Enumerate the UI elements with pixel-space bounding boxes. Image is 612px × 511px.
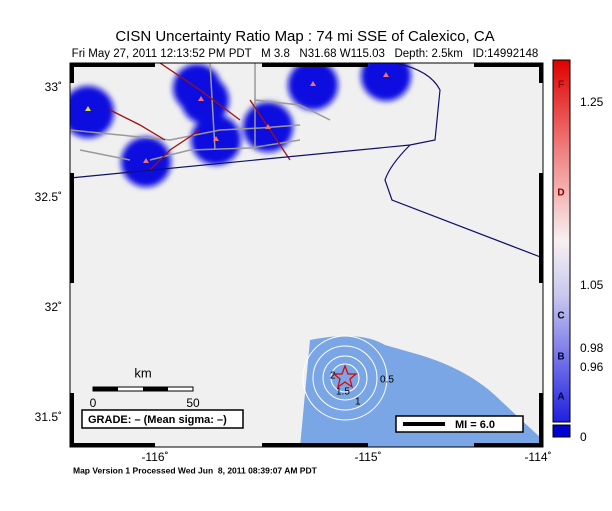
colorbar-value: 0.98 [580,341,604,355]
epicenter [332,364,358,389]
colorbar-letters: F D C B A [557,80,564,403]
scale-unit: km [134,365,151,380]
title: CISN Uncertainty Ratio Map : 74 mi SSE o… [115,28,494,45]
colorbar [552,59,571,423]
contour-label: 1 [355,397,361,408]
contour-label: 0.5 [380,375,394,386]
colorbar-value: 0.96 [580,360,604,374]
colorbar-value: 1.05 [580,278,604,292]
faults [109,63,291,171]
contours [302,335,388,421]
lon-labels: -116˚ -115˚ -114˚ [141,450,551,464]
scale-bar: km 0 50 [90,365,200,410]
stations [85,72,389,163]
contour-label: 2 [330,371,336,382]
colorbar-value: 0 [580,430,587,444]
grade-letter: F [558,80,564,91]
subtitle: Fri May 27, 2011 12:13:52 PM PDT M 3.8 N… [72,48,539,60]
frame-ticks [70,63,543,447]
lat-label: 32˚ [45,300,62,314]
grade-letter: D [557,188,564,199]
grade-letter: B [557,352,564,363]
lon-label: -114˚ [524,450,551,464]
lat-label: 31.5˚ [35,410,62,424]
lat-labels: 33˚ 32.5˚ 32˚ 31.5˚ [35,80,62,424]
mi-line [403,422,445,426]
lon-label: -116˚ [141,450,168,464]
grade-letter: C [557,311,564,322]
grade-letter: A [557,392,564,403]
grade-box [81,409,244,429]
mi-box [395,415,524,433]
colorbar-zero [552,424,571,438]
lon-label: -115˚ [354,450,381,464]
contour-label: 1.5 [336,387,350,398]
map: 2 1.5 1 0.5 [70,63,543,447]
scale-label: 0 [90,396,97,410]
colorbar-values: 1.25 1.05 0.98 0.96 0 [580,95,604,444]
lat-label: 33˚ [45,80,62,94]
footer: Map Version 1 Processed Wed Jun 8, 2011 … [73,465,318,475]
mi-label: MI = 6.0 [455,419,495,431]
lat-label: 32.5˚ [35,190,62,204]
grade: GRADE: – (Mean sigma: –) [88,414,227,426]
contour-labels: 2 1.5 1 0.5 [330,371,394,408]
scale-label: 50 [186,396,200,410]
borders [70,63,543,259]
colorbar-value: 1.25 [580,95,604,109]
